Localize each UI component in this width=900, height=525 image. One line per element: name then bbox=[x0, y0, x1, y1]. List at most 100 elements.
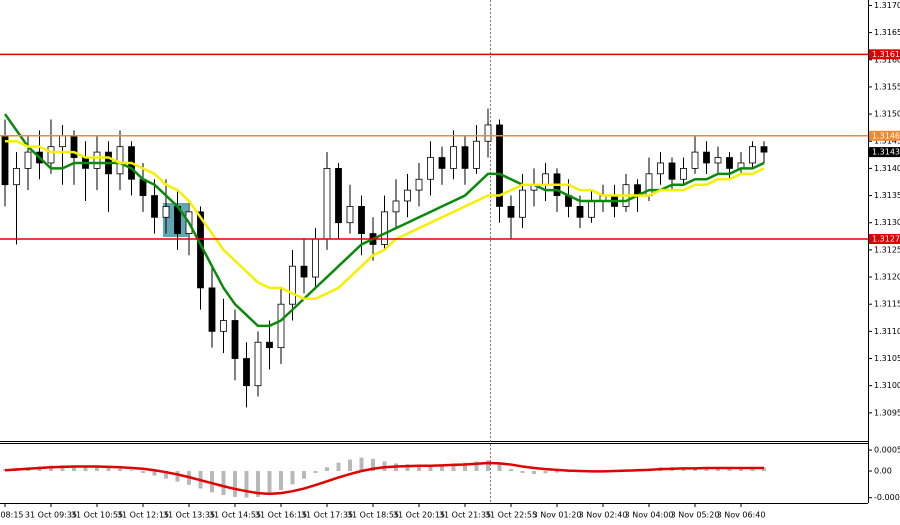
histogram-bar bbox=[405, 464, 410, 472]
histogram-bar bbox=[279, 471, 283, 491]
x-tick-label: 3 Nov 05:20 bbox=[671, 511, 720, 520]
histogram-bar bbox=[267, 471, 272, 495]
y-tick-label: 1.3170 bbox=[874, 1, 900, 10]
histogram-bar bbox=[221, 471, 226, 496]
histogram-bar bbox=[95, 467, 99, 472]
candle-body bbox=[484, 124, 492, 142]
y-tick-label: 1.3110 bbox=[874, 327, 900, 336]
histogram-bar bbox=[175, 471, 180, 482]
histogram-bar bbox=[244, 471, 249, 498]
candle-body bbox=[243, 358, 250, 387]
x-tick-label: 3 Nov 06:40 bbox=[717, 511, 766, 520]
histogram-bar bbox=[739, 468, 743, 472]
y-tick-label: 1.3155 bbox=[874, 82, 900, 91]
candle-body bbox=[312, 238, 319, 278]
candle-body bbox=[691, 151, 699, 169]
candle-body bbox=[346, 206, 354, 224]
candle-body bbox=[576, 206, 584, 218]
candle-body bbox=[519, 189, 526, 218]
y-tick-label: 1.3100 bbox=[874, 381, 900, 390]
candle-body bbox=[381, 211, 388, 245]
y-tick-label: 1.3165 bbox=[874, 28, 900, 37]
candle-body bbox=[93, 151, 101, 169]
x-tick-label: 3 Nov 01:20 bbox=[533, 511, 582, 520]
moving-average bbox=[5, 139, 765, 301]
candle-body bbox=[116, 146, 124, 175]
level-label-box bbox=[869, 49, 900, 60]
x-tick-label: 31 Oct 09:35 bbox=[25, 511, 77, 520]
x-tick-label: 31 Oct 18:55 bbox=[347, 511, 399, 520]
candle-body bbox=[24, 151, 32, 169]
histogram-bar bbox=[451, 463, 456, 472]
histogram-bar bbox=[555, 471, 559, 473]
histogram-bar bbox=[417, 464, 421, 472]
x-tick-label: 31 Oct 22:55 bbox=[485, 511, 537, 520]
y-tick-label: 0.00 bbox=[874, 467, 892, 476]
histogram-bar bbox=[60, 465, 65, 472]
y-tick-label: 1.3160 bbox=[874, 55, 900, 64]
x-tick-label: 31 Oct 16:15 bbox=[255, 511, 307, 520]
histogram-bar bbox=[106, 467, 111, 472]
histogram-bar bbox=[210, 471, 214, 493]
candle-body bbox=[139, 178, 147, 196]
x-tick-label: 31 Oct 21:35 bbox=[439, 511, 491, 520]
candle-body bbox=[162, 206, 170, 218]
histogram-bar bbox=[727, 468, 732, 472]
histogram-bar bbox=[750, 467, 755, 472]
candle-body bbox=[392, 200, 400, 213]
histogram-bar bbox=[72, 465, 76, 472]
level-label-box bbox=[869, 234, 900, 245]
candle-body bbox=[668, 162, 676, 180]
histogram-bar bbox=[509, 469, 513, 472]
y-tick-label: 1.3105 bbox=[874, 354, 900, 363]
x-tick-label: 31 Oct 17:35 bbox=[301, 511, 353, 520]
candle-body bbox=[473, 140, 480, 169]
histogram-bar bbox=[129, 470, 134, 472]
histogram-bar bbox=[164, 471, 168, 479]
candle-body bbox=[231, 320, 239, 359]
candle-body bbox=[47, 146, 55, 164]
y-tick-label: 1.3135 bbox=[874, 191, 900, 200]
x-tick-label: 08:15 bbox=[0, 511, 23, 520]
candle-body bbox=[703, 151, 710, 164]
candle-body bbox=[151, 195, 158, 218]
candle-body bbox=[450, 146, 457, 169]
histogram-bar bbox=[463, 462, 467, 472]
histogram-bar bbox=[233, 471, 237, 497]
histogram-bar bbox=[336, 462, 341, 472]
candle-body bbox=[749, 146, 756, 164]
x-tick-label: 31 Oct 20:15 bbox=[393, 511, 445, 520]
candle-body bbox=[289, 265, 296, 305]
moving-average bbox=[4, 461, 764, 496]
histogram-bar bbox=[359, 457, 364, 472]
y-tick-label: -0.00070 bbox=[874, 493, 900, 502]
level-label-box bbox=[869, 130, 900, 141]
level-label-box bbox=[869, 147, 900, 158]
histogram-bar bbox=[497, 464, 502, 472]
histogram-bar bbox=[256, 471, 260, 497]
candle-body bbox=[507, 206, 515, 218]
histogram-bar bbox=[152, 471, 157, 476]
candle-body bbox=[588, 200, 595, 218]
histogram-bar bbox=[325, 467, 329, 472]
candle-body bbox=[438, 157, 446, 169]
candle-body bbox=[760, 146, 768, 153]
candle-body bbox=[266, 341, 273, 349]
candle-body bbox=[427, 157, 434, 180]
level-label: 1.3127 bbox=[872, 235, 900, 244]
y-tick-label: 0.00055 bbox=[874, 446, 900, 455]
histogram-bar bbox=[302, 471, 306, 479]
x-tick-label: 3 Nov 04:00 bbox=[625, 511, 674, 520]
histogram-bar bbox=[141, 471, 145, 473]
x-tick-label: 31 Oct 14:55 bbox=[209, 511, 261, 520]
histogram-bar bbox=[371, 458, 375, 472]
candle-body bbox=[323, 167, 331, 240]
histogram-bar bbox=[348, 459, 352, 472]
y-tick-label: 1.3145 bbox=[874, 137, 900, 146]
histogram-bar bbox=[716, 467, 720, 472]
histogram-bar bbox=[474, 461, 479, 472]
y-tick-label: 1.3150 bbox=[874, 110, 900, 119]
y-tick-label: 1.3140 bbox=[874, 164, 900, 173]
